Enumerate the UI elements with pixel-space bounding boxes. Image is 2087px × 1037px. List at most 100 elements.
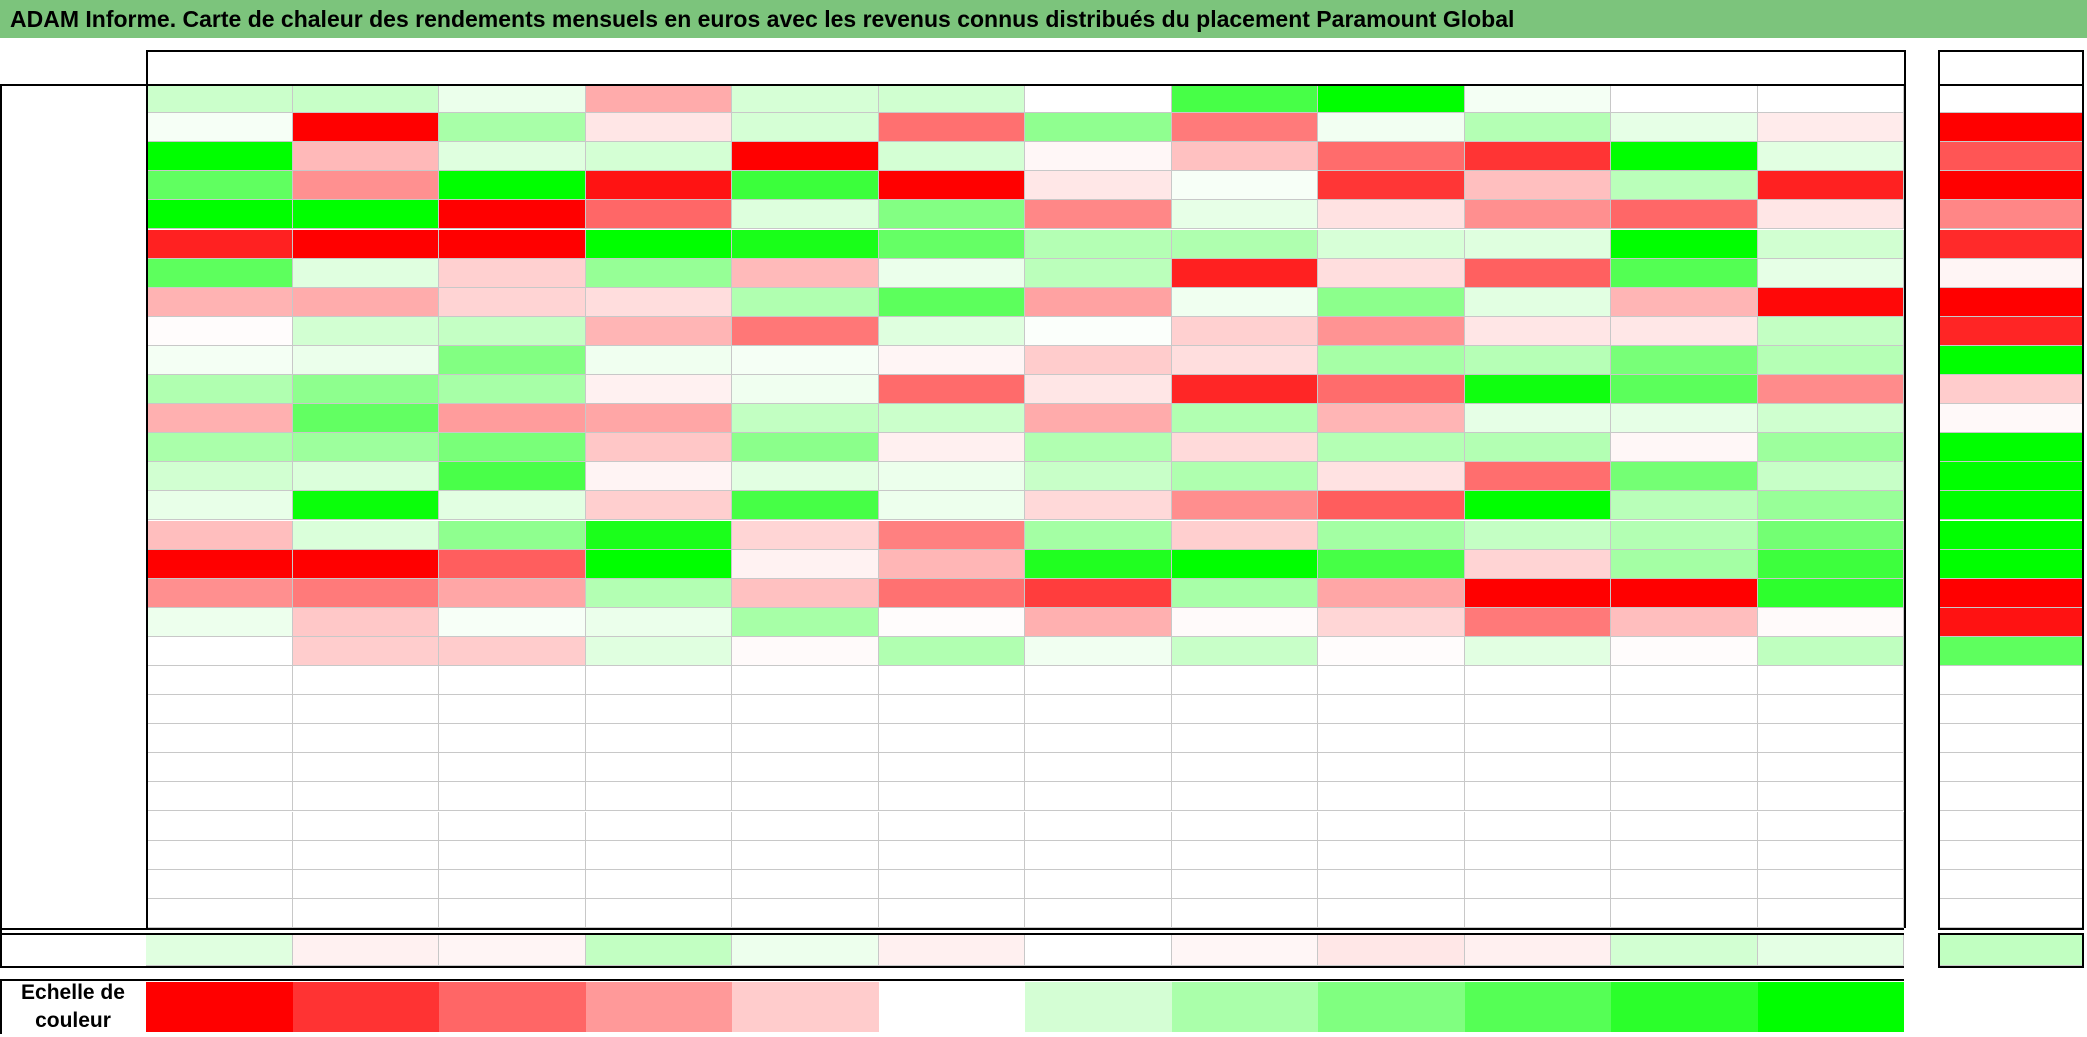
heatmap-cell <box>732 229 879 259</box>
heatmap-cell <box>1464 607 1611 637</box>
year-label <box>0 346 146 375</box>
year-label <box>0 200 146 229</box>
annual-cell <box>1938 695 2084 725</box>
heatmap-cell <box>1757 578 1904 608</box>
color-scale-step <box>146 982 293 1032</box>
heatmap-cell <box>1757 171 1904 201</box>
heatmap-cell <box>1464 433 1611 463</box>
year-label <box>0 666 146 695</box>
heatmap-cell <box>439 782 586 812</box>
average-cell <box>1757 934 1904 966</box>
heatmap-cell <box>585 113 732 143</box>
heatmap-cell <box>292 200 439 230</box>
heatmap-cell <box>732 782 879 812</box>
heatmap-cell <box>146 171 293 201</box>
heatmap-cell <box>292 433 439 463</box>
heatmap-cell <box>1611 811 1758 841</box>
heatmap-cell <box>1464 142 1611 172</box>
heatmap-cell <box>585 898 732 928</box>
month-header <box>1465 50 1612 84</box>
heatmap-cell <box>1757 375 1904 405</box>
annual-cell <box>1938 520 2084 550</box>
annual-cell <box>1938 869 2084 899</box>
heatmap-cell <box>292 316 439 346</box>
heatmap-cell <box>292 578 439 608</box>
heatmap-cell <box>146 462 293 492</box>
heatmap-cell <box>1171 142 1318 172</box>
heatmap-cell <box>585 666 732 696</box>
grid-line <box>0 979 1904 981</box>
heatmap-cell <box>1757 491 1904 521</box>
heatmap-cell <box>1464 375 1611 405</box>
heatmap-cell <box>585 375 732 405</box>
heatmap-cell <box>878 578 1025 608</box>
heatmap-cell <box>439 404 586 434</box>
heatmap-cell <box>1171 229 1318 259</box>
color-scale-step <box>439 982 586 1032</box>
heatmap-cell <box>585 287 732 317</box>
heatmap-cell <box>1171 84 1318 114</box>
heatmap-cell <box>146 666 293 696</box>
heatmap-cell <box>732 404 879 434</box>
heatmap-cell <box>439 287 586 317</box>
heatmap-cell <box>878 171 1025 201</box>
heatmap-cell <box>732 636 879 666</box>
heatmap-cell <box>1171 578 1318 608</box>
year-label <box>0 550 146 579</box>
annual-cell <box>1938 229 2084 259</box>
heatmap-cell <box>1757 607 1904 637</box>
heatmap-cell <box>1757 840 1904 870</box>
year-label <box>0 230 146 259</box>
heatmap-cell <box>146 375 293 405</box>
heatmap-cell <box>585 811 732 841</box>
heatmap-cell <box>439 666 586 696</box>
heatmap-cell <box>439 345 586 375</box>
heatmap-cell <box>1318 375 1465 405</box>
heatmap-cell <box>439 113 586 143</box>
annual-cell <box>1938 636 2084 666</box>
heatmap-cell <box>1611 375 1758 405</box>
heatmap-cell <box>878 404 1025 434</box>
heatmap-cell <box>292 753 439 783</box>
heatmap-cell <box>1757 142 1904 172</box>
year-label <box>0 375 146 404</box>
heatmap-cell <box>146 898 293 928</box>
color-scale-step <box>1171 982 1318 1032</box>
year-label <box>0 521 146 550</box>
annual-cell <box>1938 462 2084 492</box>
heatmap-cell <box>1318 549 1465 579</box>
heatmap-cell <box>1025 782 1172 812</box>
annual-cell <box>1938 549 2084 579</box>
heatmap-cell <box>1318 404 1465 434</box>
heatmap-cell <box>732 113 879 143</box>
grid-line <box>1938 50 1940 928</box>
heatmap-cell <box>146 404 293 434</box>
month-header <box>1758 50 1905 84</box>
heatmap-cell <box>1025 636 1172 666</box>
heatmap-cell <box>439 578 586 608</box>
heatmap-cell <box>1171 287 1318 317</box>
annual-cell <box>1938 404 2084 434</box>
heatmap-cell <box>146 520 293 550</box>
heatmap-cell <box>1757 316 1904 346</box>
heatmap-cell <box>1318 811 1465 841</box>
heatmap-cell <box>292 258 439 288</box>
year-label <box>0 841 146 870</box>
heatmap-cell <box>1318 520 1465 550</box>
heatmap-cell <box>1025 345 1172 375</box>
heatmap-cell <box>1171 345 1318 375</box>
heatmap-cell <box>1318 840 1465 870</box>
annual-cell <box>1938 113 2084 143</box>
heatmap-cell <box>292 840 439 870</box>
heatmap-cell <box>585 491 732 521</box>
heatmap-cell <box>1611 898 1758 928</box>
heatmap-cell <box>1757 811 1904 841</box>
heatmap-cell <box>1025 840 1172 870</box>
heatmap-cell <box>732 171 879 201</box>
heatmap-cell <box>1611 287 1758 317</box>
heatmap-cell <box>1611 636 1758 666</box>
heatmap-cell <box>585 782 732 812</box>
heatmap-cell <box>1757 404 1904 434</box>
heatmap-cell <box>1171 316 1318 346</box>
heatmap-cell <box>878 433 1025 463</box>
